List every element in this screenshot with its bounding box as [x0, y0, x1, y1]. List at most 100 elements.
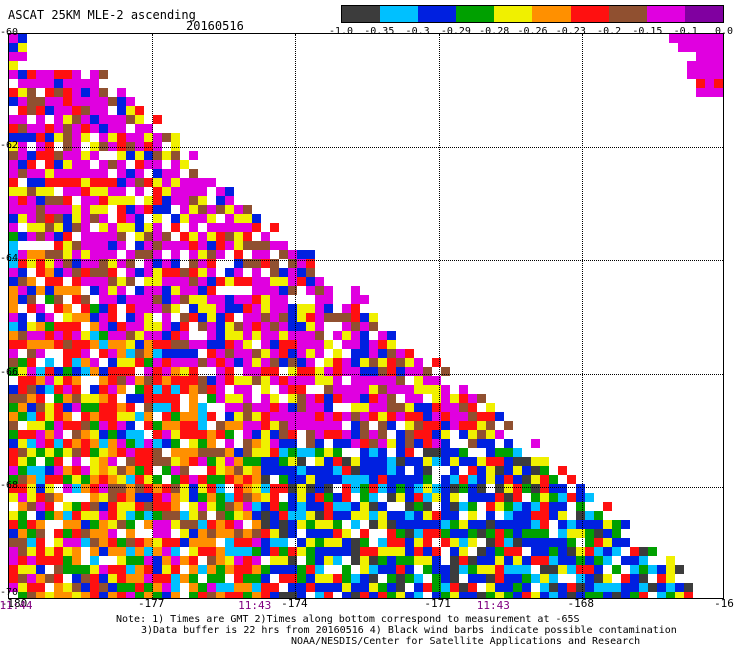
data-cell [36, 493, 45, 502]
data-cell [423, 430, 432, 439]
data-cell [630, 574, 639, 583]
data-cell [450, 538, 459, 547]
data-cell [108, 268, 117, 277]
data-cell [387, 331, 396, 340]
data-cell [243, 394, 252, 403]
data-cell [342, 358, 351, 367]
data-cell [486, 529, 495, 538]
data-cell [225, 430, 234, 439]
data-cell [678, 43, 687, 52]
data-cell [315, 592, 324, 598]
data-cell [144, 583, 153, 592]
data-cell [18, 205, 27, 214]
data-cell [441, 457, 450, 466]
data-cell [81, 205, 90, 214]
data-cell [18, 142, 27, 151]
data-cell [306, 394, 315, 403]
data-cell [243, 466, 252, 475]
data-cell [99, 385, 108, 394]
data-cell [279, 511, 288, 520]
data-cell [252, 448, 261, 457]
data-cell [549, 583, 558, 592]
data-cell [441, 421, 450, 430]
data-cell [504, 493, 513, 502]
data-cell [594, 574, 603, 583]
data-cell [36, 97, 45, 106]
data-cell [198, 340, 207, 349]
data-cell [54, 376, 63, 385]
data-cell [279, 448, 288, 457]
data-cell [108, 457, 117, 466]
data-cell [666, 574, 675, 583]
data-cell [18, 466, 27, 475]
data-cell [270, 448, 279, 457]
data-cell [126, 313, 135, 322]
data-cell [9, 187, 18, 196]
data-cell [513, 493, 522, 502]
data-cell [117, 232, 126, 241]
data-cell [54, 268, 63, 277]
data-cell [351, 358, 360, 367]
data-cell [54, 457, 63, 466]
data-cell [369, 520, 378, 529]
data-cell [90, 511, 99, 520]
data-cell [495, 538, 504, 547]
data-cell [234, 520, 243, 529]
data-cell [27, 493, 36, 502]
data-cell [72, 430, 81, 439]
data-cell [54, 178, 63, 187]
data-cell [171, 169, 180, 178]
data-cell [225, 241, 234, 250]
data-cell [531, 592, 540, 598]
data-cell [405, 556, 414, 565]
data-cell [108, 286, 117, 295]
data-cell [144, 394, 153, 403]
data-cell [171, 349, 180, 358]
data-cell [225, 295, 234, 304]
data-cell [648, 547, 657, 556]
data-cell [27, 169, 36, 178]
data-cell [117, 178, 126, 187]
data-cell [333, 439, 342, 448]
data-cell [324, 448, 333, 457]
data-cell [261, 547, 270, 556]
data-cell [99, 403, 108, 412]
data-cell [270, 241, 279, 250]
data-cell [234, 277, 243, 286]
data-cell [225, 268, 234, 277]
data-cell [108, 313, 117, 322]
data-cell [450, 502, 459, 511]
data-cell [468, 403, 477, 412]
data-cell [315, 448, 324, 457]
grid-line-lon [581, 34, 583, 598]
data-cell [81, 592, 90, 598]
data-cell [63, 241, 72, 250]
data-cell [531, 475, 540, 484]
data-cell [189, 394, 198, 403]
data-cell [189, 340, 198, 349]
colorbar-tick-label: 0.0 [714, 26, 734, 37]
data-cell [432, 529, 441, 538]
data-cell [234, 241, 243, 250]
data-cell [9, 574, 18, 583]
data-cell [27, 304, 36, 313]
data-cell [72, 151, 81, 160]
data-cell [189, 529, 198, 538]
data-cell [351, 385, 360, 394]
note-line-2: 3)Data buffer is 22 hrs from 20160516 4)… [141, 625, 677, 636]
data-cell [378, 484, 387, 493]
data-cell [414, 358, 423, 367]
data-cell [180, 529, 189, 538]
data-cell [81, 250, 90, 259]
data-cell [261, 448, 270, 457]
data-cell [54, 106, 63, 115]
data-cell [135, 439, 144, 448]
data-cell [81, 88, 90, 97]
data-cell [189, 475, 198, 484]
data-cell [135, 331, 144, 340]
data-cell [108, 349, 117, 358]
data-cell [243, 556, 252, 565]
colorbar-tick-label: -0.1 [673, 26, 698, 37]
data-cell [72, 268, 81, 277]
data-cell [198, 502, 207, 511]
